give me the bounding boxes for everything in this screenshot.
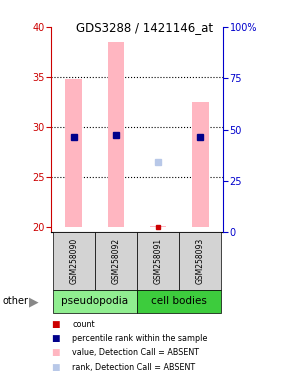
Bar: [137, 232, 179, 290]
Bar: [108, 42, 124, 227]
Text: ■: ■: [51, 320, 59, 329]
Text: GDS3288 / 1421146_at: GDS3288 / 1421146_at: [77, 21, 213, 34]
Bar: [150, 226, 166, 227]
Text: ▶: ▶: [28, 295, 38, 308]
Text: ■: ■: [51, 362, 59, 372]
Text: GSM258092: GSM258092: [111, 238, 120, 284]
Bar: [66, 79, 82, 227]
Text: ■: ■: [51, 348, 59, 358]
Text: rank, Detection Call = ABSENT: rank, Detection Call = ABSENT: [72, 362, 196, 372]
Bar: [137, 290, 221, 313]
Text: other: other: [3, 296, 29, 306]
Text: value, Detection Call = ABSENT: value, Detection Call = ABSENT: [72, 348, 200, 358]
Bar: [179, 232, 221, 290]
Text: ■: ■: [51, 334, 59, 343]
Bar: [53, 290, 137, 313]
Text: percentile rank within the sample: percentile rank within the sample: [72, 334, 208, 343]
Text: GSM258090: GSM258090: [69, 238, 78, 284]
Bar: [192, 102, 209, 227]
Text: GSM258093: GSM258093: [196, 238, 205, 284]
Text: count: count: [72, 320, 95, 329]
Bar: [95, 232, 137, 290]
Text: pseudopodia: pseudopodia: [61, 296, 128, 306]
Bar: [53, 232, 95, 290]
Text: GSM258091: GSM258091: [154, 238, 163, 284]
Text: cell bodies: cell bodies: [151, 296, 207, 306]
